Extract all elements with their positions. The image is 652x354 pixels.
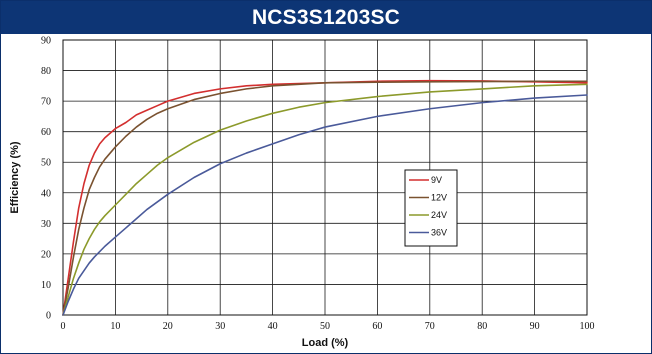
y-tick-label: 90 bbox=[41, 36, 51, 47]
legend-box bbox=[404, 169, 458, 247]
y-tick-label: 80 bbox=[41, 66, 51, 77]
legend-label-36v: 36V bbox=[431, 228, 447, 238]
series-line-9v bbox=[62, 79, 588, 316]
x-tick-label: 80 bbox=[477, 321, 487, 332]
series-line-36v bbox=[62, 94, 588, 316]
plot-area-wrap: 0 10 20 30 40 50 60 70 80 90 100 0 10 20 30 40 50 60 70 80 9… bbox=[1, 34, 651, 353]
y-tick-label: 10 bbox=[41, 280, 51, 291]
chart-title: NCS3S1203SC bbox=[1, 1, 651, 34]
y-tick-label: 70 bbox=[41, 97, 51, 108]
y-tick-label: 50 bbox=[41, 158, 51, 169]
x-tick-label: 60 bbox=[372, 321, 382, 332]
y-tick-label: 40 bbox=[41, 188, 51, 199]
plot-border bbox=[62, 39, 588, 316]
x-axis-title: Load (%) bbox=[302, 337, 349, 349]
series-line-12v bbox=[62, 80, 588, 316]
x-tick-label: 10 bbox=[110, 321, 120, 332]
legend-label-24v: 24V bbox=[431, 210, 447, 220]
x-tick-label: 90 bbox=[530, 321, 540, 332]
legend-label-12v: 12V bbox=[431, 193, 447, 203]
x-tick-label: 20 bbox=[163, 321, 173, 332]
y-axis-title: Efficiency (%) bbox=[9, 141, 21, 213]
series-line-24v bbox=[62, 83, 588, 316]
y-tick-label: 20 bbox=[41, 249, 51, 260]
x-tick-label: 50 bbox=[320, 321, 330, 332]
legend-label-9v: 9V bbox=[431, 175, 442, 185]
x-tick-label: 100 bbox=[580, 321, 595, 332]
y-tick-label: 0 bbox=[46, 311, 51, 322]
x-tick-label: 0 bbox=[61, 321, 66, 332]
x-tick-label: 70 bbox=[425, 321, 435, 332]
y-tick-label: 30 bbox=[41, 219, 51, 230]
x-tick-label: 40 bbox=[268, 321, 278, 332]
x-tick-label: 30 bbox=[215, 321, 225, 332]
efficiency-chart: 0 10 20 30 40 50 60 70 80 90 100 0 10 20 30 40 50 60 70 80 9… bbox=[9, 36, 595, 350]
y-tick-label: 60 bbox=[41, 127, 51, 138]
